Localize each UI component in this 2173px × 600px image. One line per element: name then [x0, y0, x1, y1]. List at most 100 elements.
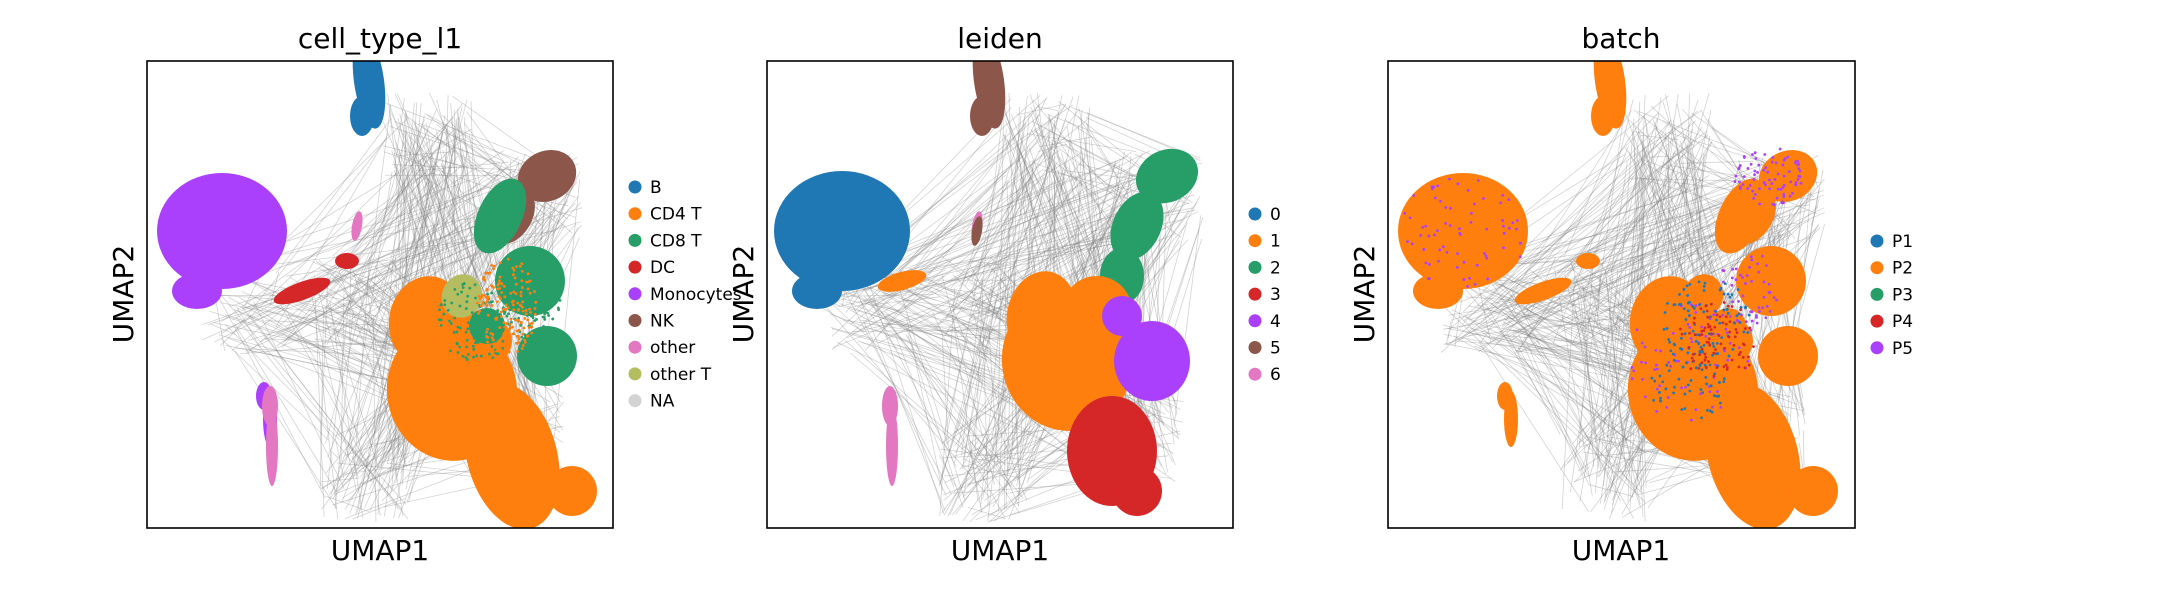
graph-edge: [1443, 239, 1752, 345]
cell-point: [446, 308, 450, 312]
cell-point: [532, 310, 536, 313]
graph-edge: [318, 259, 351, 295]
cell-point: [1458, 227, 1461, 231]
cell-point: [546, 307, 550, 311]
cell-point: [1758, 202, 1762, 206]
graph-edge: [372, 316, 377, 522]
graph-edge: [347, 442, 373, 482]
cell-point: [464, 356, 468, 359]
graph-edge: [875, 285, 1029, 351]
graph-edge: [1679, 140, 1779, 431]
legend-swatch: [628, 367, 642, 381]
graph-edge: [981, 173, 1034, 260]
cell-point: [1486, 277, 1490, 281]
legend: 0 1 2 3 4 5 6: [1248, 205, 1281, 385]
cell-point: [490, 304, 494, 307]
cell-point: [521, 300, 525, 304]
legend: B CD4 T CD8 T DC Monocytes NK other other T NA: [628, 178, 742, 412]
graph-edge: [932, 312, 1020, 507]
cell-point: [1704, 304, 1708, 308]
graph-edge: [891, 130, 1051, 277]
cell-point: [518, 303, 522, 307]
graph-edge: [366, 104, 392, 292]
graph-edge: [287, 189, 495, 266]
graph-edge: [384, 151, 577, 218]
cell-point: [1708, 325, 1712, 328]
cell-point: [1691, 304, 1695, 308]
graph-edge: [957, 151, 1132, 287]
graph-edge: [832, 303, 1007, 466]
cell-point: [542, 328, 546, 332]
cell-point: [1712, 374, 1716, 378]
cell-point: [1745, 274, 1749, 277]
graph-edge: [325, 142, 405, 444]
cell-point: [1710, 332, 1713, 336]
cell-point: [513, 276, 517, 280]
cell-point: [518, 268, 521, 272]
cell-point: [1654, 363, 1658, 367]
graph-edge: [1639, 134, 1679, 141]
cell-point: [512, 290, 516, 294]
cell-point: [1743, 327, 1747, 330]
cell-point: [1750, 310, 1754, 314]
cell-point: [1641, 377, 1644, 381]
cell-point: [1758, 309, 1761, 313]
cell-point: [543, 283, 547, 286]
cell-point: [1518, 255, 1522, 259]
cell-point: [516, 301, 520, 305]
cell-point: [520, 269, 524, 273]
cell-point: [1782, 192, 1786, 196]
graph-edge: [954, 123, 1026, 464]
cell-point: [1667, 369, 1671, 373]
cell-point: [515, 334, 519, 338]
cell-point: [1764, 316, 1768, 320]
graph-edge: [1597, 276, 1602, 311]
cell-point: [1778, 147, 1782, 151]
cell-point: [528, 326, 531, 329]
graph-edge: [1561, 276, 1575, 510]
graph-edge: [945, 98, 1047, 321]
graph-edge: [351, 455, 359, 478]
graph-edge: [933, 257, 1011, 328]
graph-edge: [220, 294, 320, 303]
cell-point: [485, 288, 489, 292]
graph-edge: [1637, 132, 1707, 290]
graph-edge: [1630, 101, 1641, 290]
cell-point: [1694, 408, 1698, 412]
cell-point: [1781, 163, 1785, 167]
graph-edge: [952, 318, 979, 502]
graph-edge: [973, 312, 1014, 460]
cell-point: [1698, 333, 1702, 337]
cell-point: [1511, 221, 1515, 225]
cell-point: [1753, 193, 1757, 196]
legend-swatch: [628, 207, 642, 221]
graph-edge: [247, 232, 502, 324]
graph-edge: [1518, 333, 1584, 477]
graph-edge: [1564, 274, 1615, 481]
cell-point: [1663, 311, 1667, 314]
cell-point: [1673, 385, 1676, 389]
graph-edge: [1496, 308, 1562, 344]
graph-edge: [1556, 218, 1742, 310]
graph-edge: [1582, 285, 1595, 467]
graph-edge: [1624, 168, 1675, 264]
cell-point: [1682, 287, 1686, 291]
legend-swatch: [1248, 287, 1262, 301]
cell-point: [1692, 306, 1696, 310]
cell-point: [1652, 398, 1655, 402]
cell-point: [478, 309, 482, 313]
cell-point: [1733, 321, 1737, 325]
graph-edge: [1589, 159, 1695, 279]
cell-point: [1791, 191, 1794, 195]
legend-label: 5: [1270, 339, 1281, 359]
graph-edge: [1523, 336, 1590, 485]
graph-edge: [947, 283, 1020, 319]
graph-edge: [967, 438, 983, 514]
cell-point: [504, 303, 508, 307]
graph-edge: [1446, 319, 1452, 344]
graph-edge: [456, 138, 505, 162]
graph-edge: [1002, 133, 1015, 151]
graph-edge: [944, 256, 993, 336]
cell-point: [1632, 369, 1636, 373]
cell-point: [1722, 380, 1726, 384]
